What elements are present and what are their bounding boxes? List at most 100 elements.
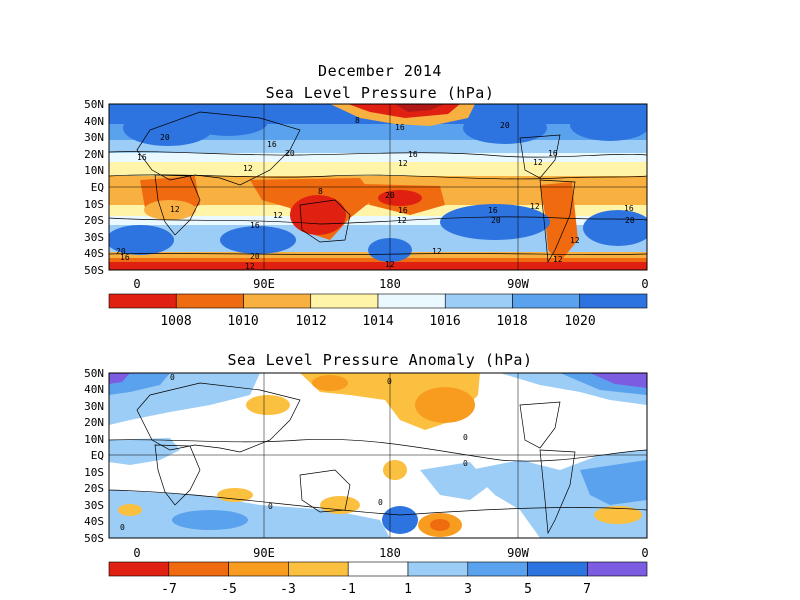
slp-contour-label: 20 (385, 191, 395, 200)
colorbar-label: 1 (404, 582, 412, 597)
slp-contour-label: 20 (625, 216, 635, 225)
colorbar-swatch (347, 561, 409, 577)
slp-colorbar (108, 293, 648, 309)
slp-contour-label: 12 (385, 260, 395, 269)
slp-contour-label: 12 (243, 164, 253, 173)
lon-tick-label: 0 (133, 546, 140, 560)
lat-tick-label: 50S (84, 264, 104, 277)
slp-contour-label: 16 (398, 206, 408, 215)
slp-contour-label: 20 (500, 121, 510, 130)
lon-tick-label: 180 (379, 546, 401, 560)
lat-tick-label: 30S (84, 499, 104, 512)
slp-contour-labels: 8 16 20 16 20 16 20 16 12 12 12 12 8 12 … (116, 116, 635, 271)
slp-contour-label: 16 (120, 253, 130, 262)
slp-lat-axis: 50N 40N 30N 20N 10N EQ 10S 20S 30S 40S 5… (84, 98, 104, 277)
anomaly-contour-label: 0 (268, 502, 273, 511)
lon-tick-label: 90W (507, 277, 529, 291)
slp-graticule (109, 104, 647, 270)
lat-tick-label: EQ (91, 449, 104, 462)
lon-tick-label: 0 (133, 277, 140, 291)
lon-tick-label: 90W (507, 546, 529, 560)
lat-tick-label: 20S (84, 482, 104, 495)
anomaly-lat-axis: 50N 40N 30N 20N 10N EQ 10S 20S 30S 40S 5… (84, 367, 104, 545)
slp-contour-label: 12 (397, 216, 407, 225)
colorbar-label: -1 (340, 582, 356, 597)
anomaly-contour-labels: 0 0 0 0 0 0 0 (120, 373, 468, 532)
slp-contour-label: 8 (318, 187, 323, 196)
colorbar-label: -3 (280, 582, 296, 597)
lat-tick-label: 40N (84, 115, 104, 128)
slp-frame (108, 103, 648, 271)
colorbar-swatch (512, 293, 581, 309)
colorbar-swatch (228, 561, 289, 577)
colorbar-label: 1016 (429, 314, 460, 329)
anomaly-graticule (109, 373, 647, 538)
anomaly-contour-label: 0 (463, 433, 468, 442)
slp-contour-label: 12 (533, 158, 543, 167)
lat-tick-label: 30N (84, 400, 104, 413)
anomaly-colorbar (108, 561, 648, 577)
colorbar-swatch (168, 561, 229, 577)
anomaly-lon-axis: 0 90E 180 90W 0 (133, 546, 648, 560)
slp-colorbar-labels: 1008 1010 1012 1014 1016 1018 1020 (160, 314, 595, 329)
colorbar-swatch (587, 561, 648, 577)
lat-tick-label: 20N (84, 148, 104, 161)
slp-contour-label: 12 (553, 255, 563, 264)
slp-lon-axis: 0 90E 180 90W 0 (133, 277, 648, 291)
colorbar-label: 1008 (160, 314, 191, 329)
slp-anomaly-map-panel: 0 0 0 0 0 0 0 50N 40N 30N 20N 10N EQ 10S… (84, 367, 648, 597)
slp-contour-label: 12 (170, 205, 180, 214)
lat-tick-label: 50N (84, 98, 104, 111)
lat-tick-label: 10N (84, 433, 104, 446)
colorbar-swatch (108, 561, 170, 577)
lat-tick-label: 40N (84, 383, 104, 396)
lat-tick-label: 10N (84, 164, 104, 177)
colorbar-swatch (243, 293, 312, 309)
slp-contour-label: 12 (398, 159, 408, 168)
anomaly-contour-label: 0 (120, 523, 125, 532)
slp-contour-label: 20 (160, 133, 170, 142)
slp-contour-label: 12 (530, 202, 540, 211)
colorbar-swatch (407, 561, 469, 577)
lat-tick-label: 20S (84, 214, 104, 227)
lon-tick-label: 180 (379, 277, 401, 291)
anomaly-frame (108, 372, 648, 539)
lon-tick-label: 90E (253, 277, 275, 291)
colorbar-swatch (288, 561, 349, 577)
slp-contour-label: 16 (250, 221, 260, 230)
chart-title: December 2014 (318, 62, 442, 80)
lon-tick-label: 0 (641, 277, 648, 291)
slp-contour-label: 12 (570, 236, 580, 245)
anomaly-contour-label: 0 (463, 459, 468, 468)
lat-tick-label: 40S (84, 247, 104, 260)
colorbar-label: 1018 (496, 314, 527, 329)
colorbar-swatch (444, 293, 513, 309)
slp-contour-label: 16 (408, 150, 418, 159)
colorbar-swatch (175, 293, 244, 309)
slp-contour-label: 16 (548, 149, 558, 158)
slp-contour-label: 20 (491, 216, 501, 225)
colorbar-swatch (467, 561, 528, 577)
lat-tick-label: 30N (84, 131, 104, 144)
colorbar-label: 7 (583, 582, 591, 597)
anomaly-colorbar-labels: -7 -5 -3 -1 1 3 5 7 (161, 582, 591, 597)
lat-tick-label: EQ (91, 181, 104, 194)
colorbar-swatch (377, 293, 446, 309)
colorbar-swatch (527, 561, 588, 577)
slp-contour-label: 8 (355, 116, 360, 125)
slp-contour-label: 20 (250, 252, 260, 261)
panel1-title: Sea Level Pressure (hPa) (265, 84, 495, 102)
anomaly-contours (109, 382, 647, 535)
slp-contour-label: 16 (137, 153, 147, 162)
colorbar-swatch (108, 293, 177, 309)
lon-tick-label: 0 (641, 546, 648, 560)
slp-map-panel: 8 16 20 16 20 16 20 16 12 12 12 12 8 12 … (84, 98, 648, 329)
lat-tick-label: 20N (84, 416, 104, 429)
colorbar-label: 1014 (362, 314, 393, 329)
lat-tick-label: 50N (84, 367, 104, 380)
slp-contour-label: 16 (624, 204, 634, 213)
lat-tick-label: 10S (84, 198, 104, 211)
slp-contour-label: 12 (432, 247, 442, 256)
colorbar-label: 1020 (564, 314, 595, 329)
